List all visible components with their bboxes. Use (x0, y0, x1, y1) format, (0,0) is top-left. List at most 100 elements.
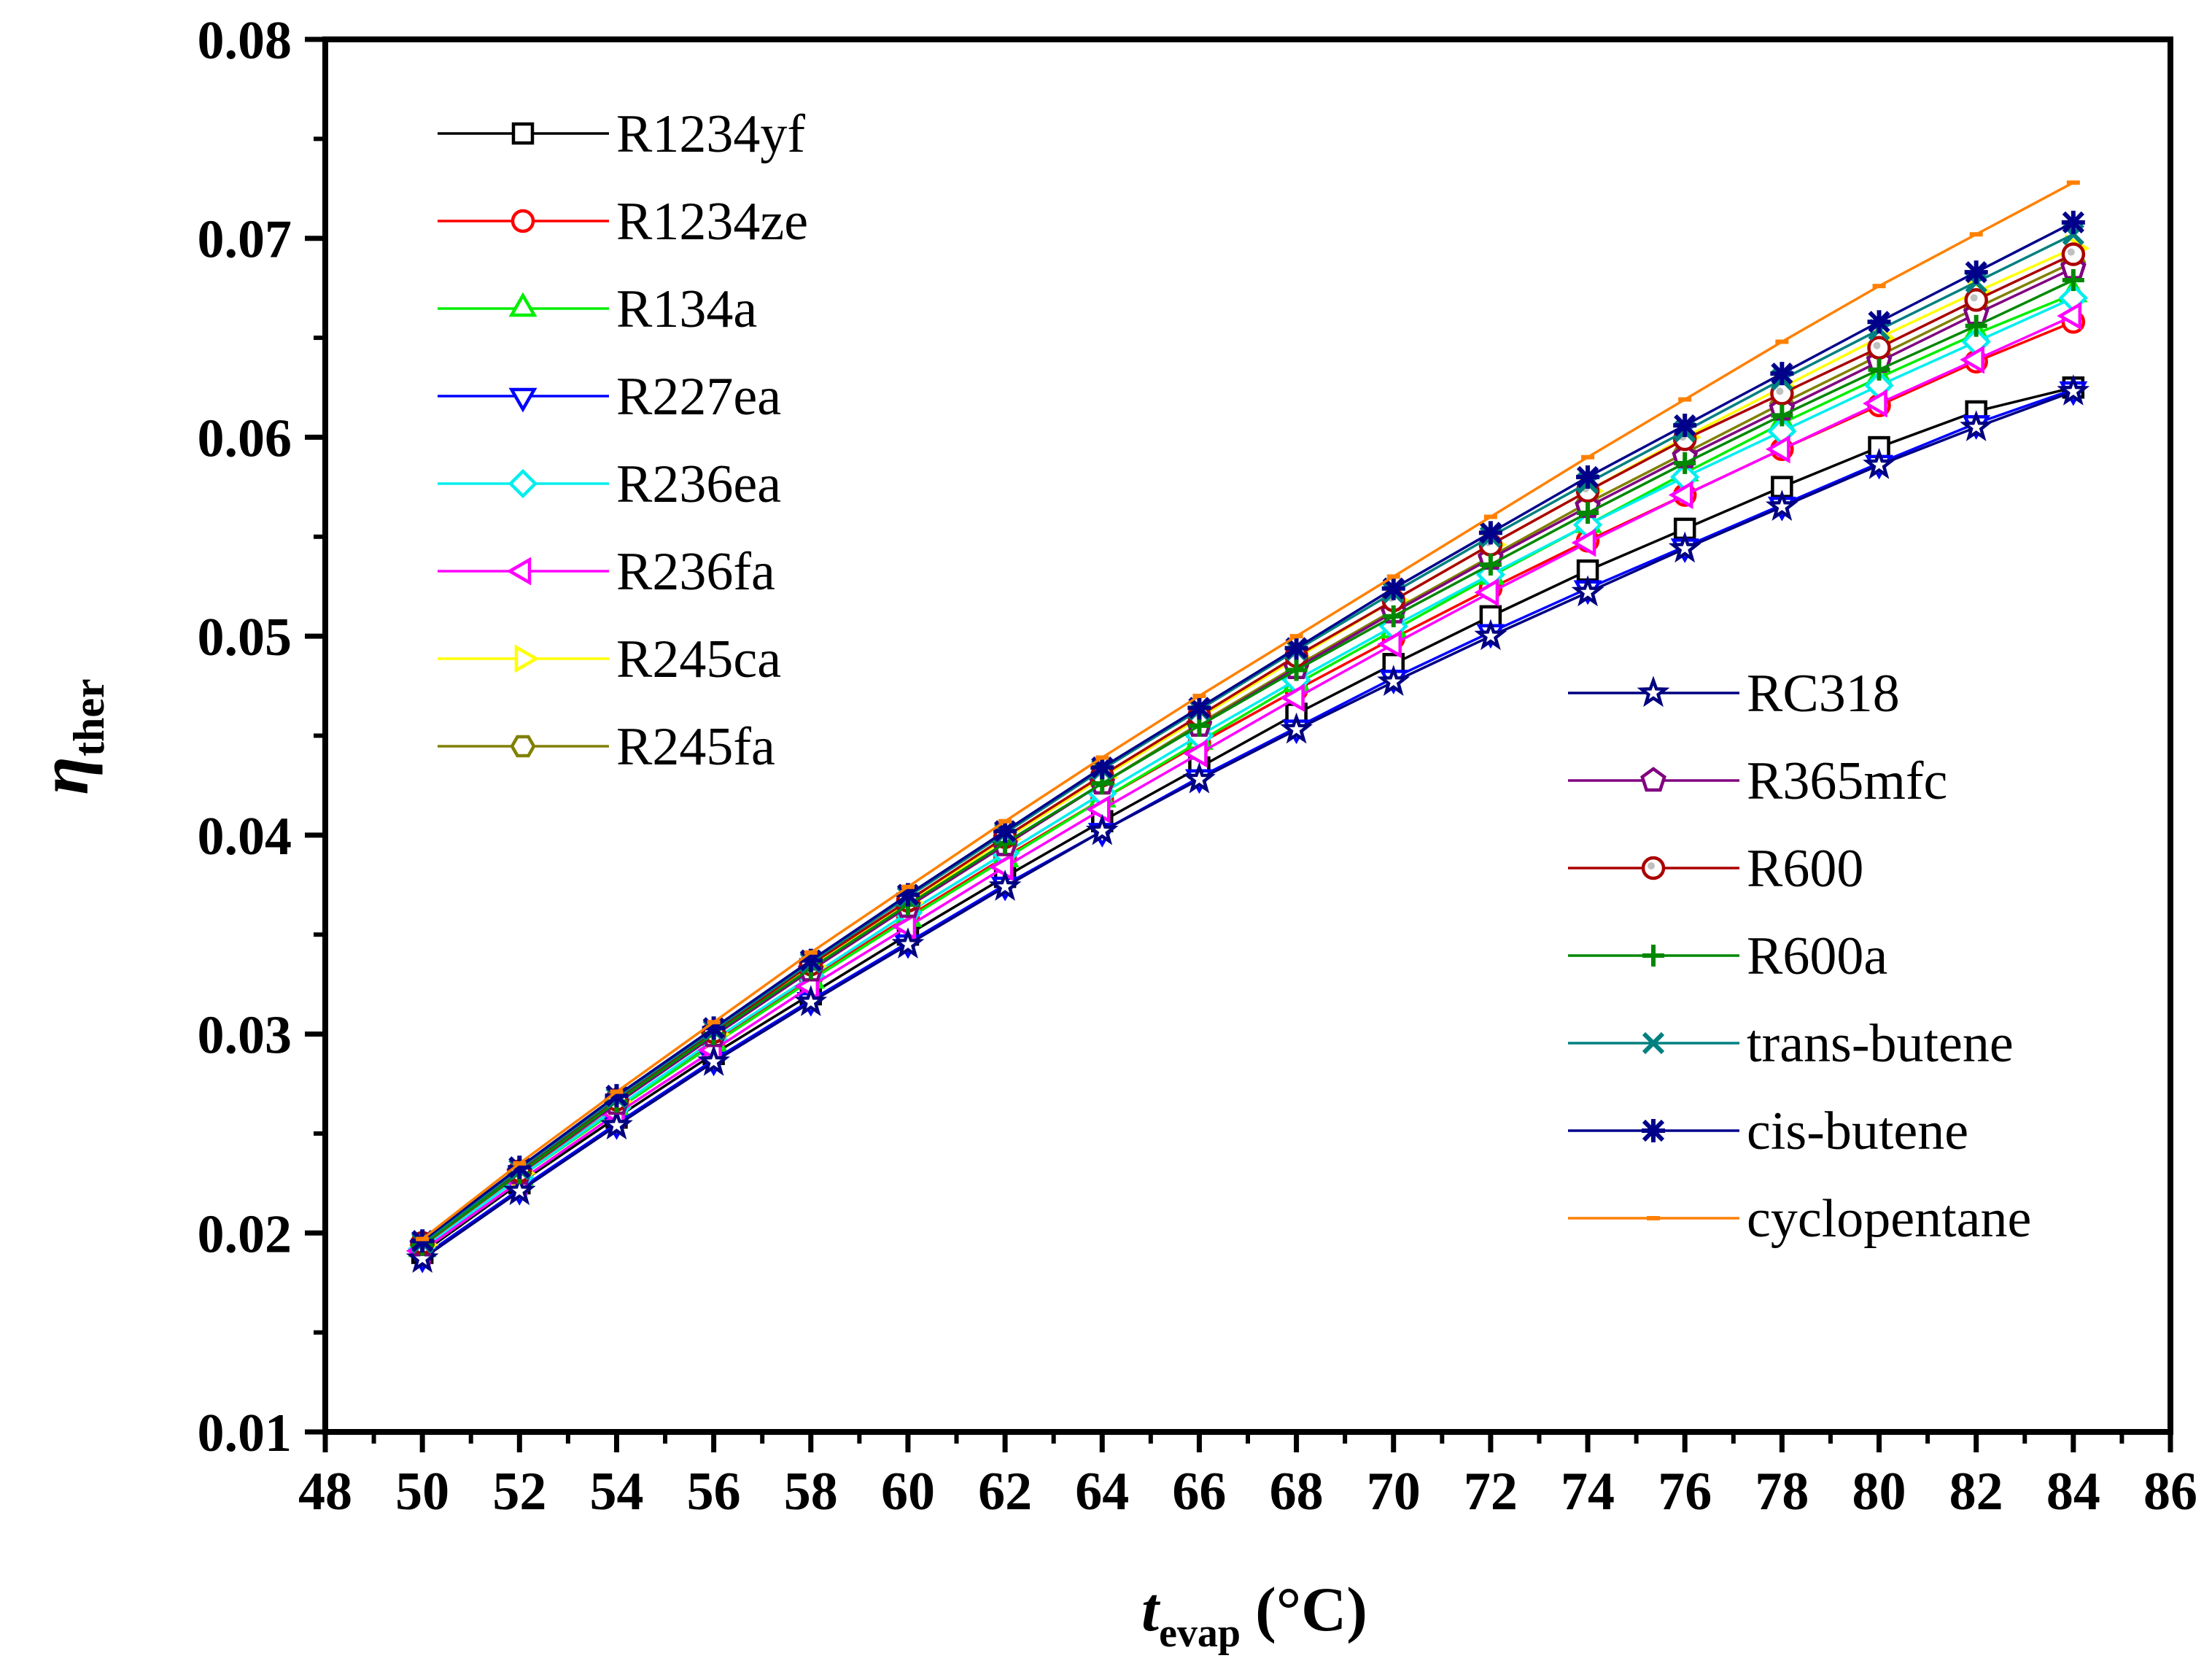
legend-label: R227ea (616, 367, 781, 427)
legend-entry-R236fa: R236fa (438, 542, 775, 602)
legend-marker (514, 644, 540, 673)
x-tick-label: 74 (1561, 1462, 1615, 1522)
data-point (1280, 684, 1305, 713)
x-tick-label: 84 (2046, 1462, 2100, 1522)
legend-label: R600a (1747, 926, 1887, 986)
legend-entry-cis-butene: cis-butene (1568, 1101, 1968, 1161)
series-line (422, 386, 2074, 1254)
legend-marker (508, 292, 538, 317)
data-point (697, 1045, 731, 1076)
legend-entry-cyclopentane: cyclopentane (1568, 1189, 2031, 1249)
legend-label: trans-butene (1747, 1014, 2014, 1074)
x-tick-label: 66 (1172, 1462, 1226, 1522)
y-tick-label: 0.01 (198, 1403, 292, 1463)
data-point (1377, 630, 1402, 659)
x-tick-label: 72 (1464, 1462, 1518, 1522)
data-point (1765, 435, 1790, 464)
data-point (2057, 301, 2082, 330)
data-point (1187, 696, 1211, 720)
data-point (1280, 712, 1313, 744)
y-axis-title-sub: ther (65, 678, 113, 756)
data-point (1479, 553, 1502, 576)
data-point (1382, 605, 1405, 627)
x-tick-label: 60 (881, 1462, 935, 1522)
data-point (1668, 481, 1693, 510)
series-line (422, 314, 2074, 1252)
legend-label: R245fa (616, 717, 775, 777)
y-axis-title-main: η (25, 756, 103, 795)
legend-marker (1641, 856, 1666, 880)
legend: R1234yf R1234ze R134a R227ea R236ea R236fa R24… (438, 104, 2031, 1249)
legend-marker (506, 557, 532, 586)
data-point (1377, 665, 1410, 696)
data-point (1474, 619, 1507, 651)
legend-entry-R236ea: R236ea (438, 454, 781, 514)
x-axis-ticks: 48 50 52 54 56 58 60 62 64 66 68 70 72 74 76 78 80 82 84 86 (298, 1432, 2197, 1522)
series-cyclopentane (416, 180, 2080, 1242)
legend-entry-R245fa: R245fa (438, 717, 775, 777)
x-tick-label: 78 (1755, 1462, 1809, 1522)
y-tick-label: 0.05 (198, 608, 292, 667)
legend-entry-R1234yf: R1234yf (438, 104, 805, 164)
data-point (1085, 813, 1119, 845)
data-point (1285, 659, 1308, 681)
legend-entry-R365mfc: R365mfc (1568, 751, 1947, 811)
legend-label: cis-butene (1747, 1101, 1968, 1161)
data-point (1867, 336, 1891, 360)
data-point (1964, 260, 1988, 284)
series-RC318 (405, 374, 2090, 1273)
legend-label: R245ca (616, 630, 781, 689)
legend-marker (510, 735, 536, 758)
series-cis-butene (411, 210, 2085, 1253)
data-point (1770, 362, 1794, 386)
data-point (891, 927, 925, 959)
data-point (988, 853, 1014, 881)
data-point (1674, 452, 1696, 474)
x-tick-label: 52 (492, 1462, 546, 1522)
x-tick-label: 76 (1658, 1462, 1712, 1522)
legend-label: R1234yf (616, 104, 805, 164)
data-point (600, 1108, 633, 1140)
legend-entry-R245ca: R245ca (438, 630, 781, 689)
data-point (1284, 636, 1308, 660)
legend-entry-R1234ze: R1234ze (438, 192, 808, 252)
legend-marker (508, 387, 538, 413)
legend-marker (1642, 945, 1664, 967)
y-tick-label: 0.06 (198, 408, 292, 468)
y-axis-ticks: 0.01 0.02 0.03 0.04 0.05 0.06 0.07 0.08 (198, 11, 325, 1463)
legend-marker (1642, 1119, 1665, 1142)
data-point (794, 985, 828, 1017)
data-point (1478, 521, 1502, 545)
legend-entry-trans-butene: trans-butene (1568, 1014, 2014, 1074)
data-point (605, 1084, 629, 1108)
series-line (422, 221, 2074, 1242)
data-point (1965, 314, 1987, 337)
data-point (1182, 762, 1216, 794)
series-line (422, 296, 2074, 1250)
data-point (2061, 242, 2086, 266)
data-point (2062, 268, 2084, 291)
data-point (1863, 389, 1887, 418)
data-point (1381, 576, 1405, 600)
legend-marker (511, 209, 535, 233)
x-axis-title-sub: evap (1159, 1611, 1241, 1656)
legend-label: R365mfc (1747, 751, 1947, 811)
data-point (1571, 575, 1604, 607)
legend-entry-R227ea: R227ea (438, 367, 781, 427)
series-line (422, 181, 2074, 1240)
data-point (1868, 358, 1890, 381)
legend-entry-RC318: RC318 (1568, 664, 1900, 724)
x-tick-label: 50 (395, 1462, 449, 1522)
legend-entry-R600a: R600a (1568, 926, 1887, 986)
x-tick-label: 82 (1949, 1462, 2003, 1522)
data-point (988, 870, 1022, 901)
data-point (1474, 578, 1499, 607)
data-point (1964, 288, 1988, 312)
x-tick-label: 54 (589, 1462, 643, 1522)
legend-marker (508, 468, 538, 499)
data-point (2061, 210, 2085, 234)
series-line (422, 279, 2074, 1247)
legend-marker (1642, 1031, 1665, 1055)
y-tick-label: 0.04 (198, 807, 292, 867)
